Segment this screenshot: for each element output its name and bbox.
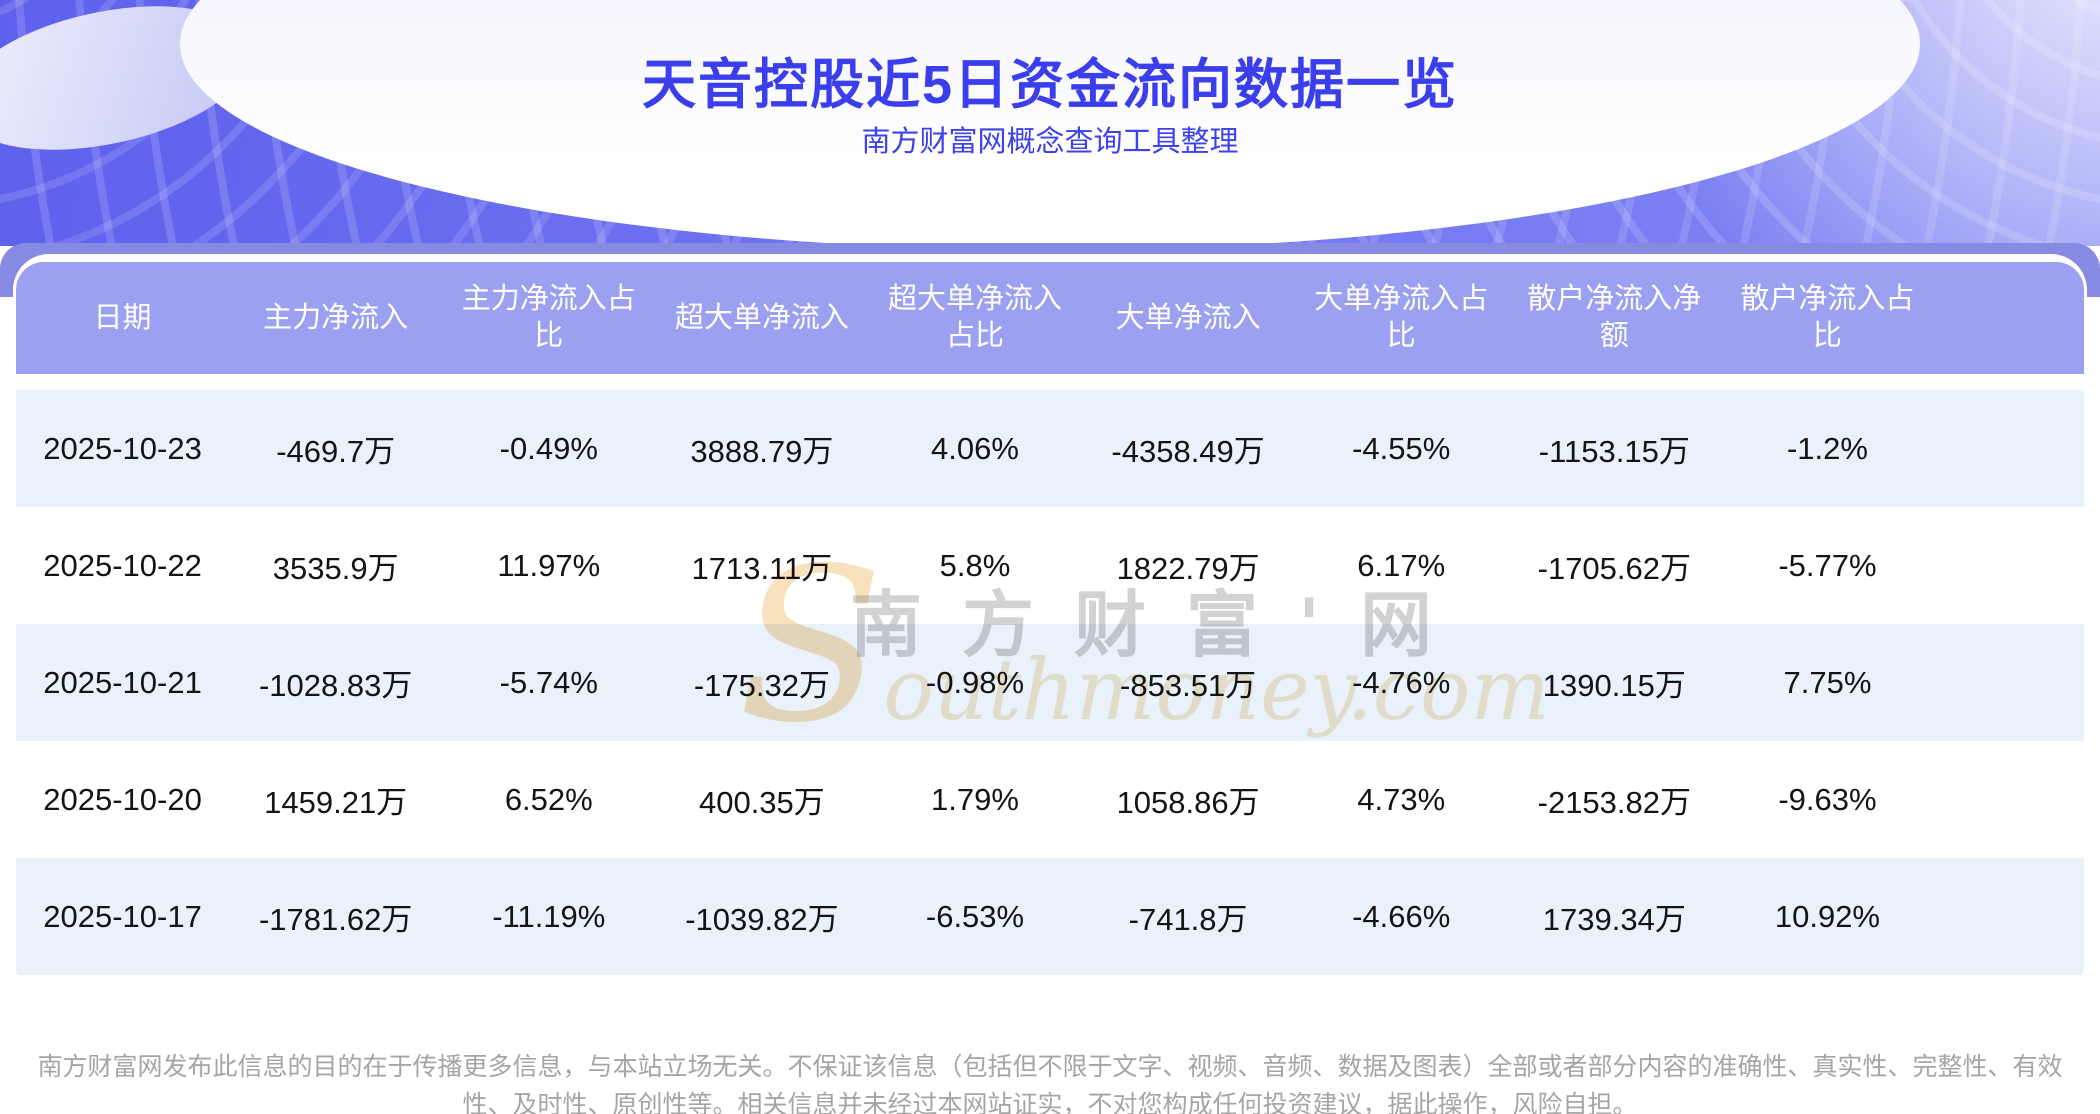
cell-large-net-inflow-ratio: 4.73% (1357, 781, 1446, 817)
page-title: 天音控股近5日资金流向数据一览 (641, 55, 1459, 115)
cell-large-net-inflow-ratio: 6.17% (1357, 547, 1446, 583)
cell-super-large-net-inflow-ratio: 4.06% (931, 430, 1019, 466)
cell-large-net-inflow: 1822.79万 (1116, 551, 1260, 586)
cell-main-net-inflow-ratio: 6.52% (504, 781, 593, 817)
cell-super-large-net-inflow: -175.32万 (693, 668, 830, 703)
cell-main-net-inflow-ratio: 11.97% (497, 547, 601, 583)
column-header-retail-net-inflow-ratio: 散户净流入占比 (1740, 283, 1915, 352)
column-header-main-net-inflow: 主力净流入 (263, 301, 409, 334)
cell-date: 2025-10-22 (43, 547, 202, 583)
cell-date: 2025-10-17 (43, 898, 202, 934)
table-header-row: 日期 主力净流入 主力净流入占比 超大单净流入 超大单净流入占比 大单净流入 大… (16, 262, 2084, 374)
cell-large-net-inflow: -853.51万 (1120, 668, 1257, 703)
cell-main-net-inflow-ratio: -0.49% (499, 430, 598, 466)
cell-main-net-inflow: 3535.9万 (272, 551, 399, 586)
table-row: 2025-10-17 -1781.62万 -11.19% -1039.82万 -… (16, 858, 2084, 975)
cell-large-net-inflow-ratio: -4.66% (1352, 898, 1451, 934)
cell-super-large-net-inflow-ratio: 5.8% (939, 547, 1011, 583)
cell-large-net-inflow: 1058.86万 (1116, 785, 1260, 820)
table-row: 2025-10-21 -1028.83万 -5.74% -175.32万 -0.… (16, 624, 2084, 741)
table-body: 2025-10-23 -469.7万 -0.49% 3888.79万 4.06%… (16, 390, 2084, 975)
column-header-main-net-inflow-ratio: 主力净流入占比 (461, 283, 636, 352)
banner: 天音控股近5日资金流向数据一览 南方财富网概念查询工具整理 (0, 0, 2100, 246)
cell-retail-net-inflow-ratio: -5.77% (1778, 547, 1877, 583)
cell-retail-net-inflow: -1153.15万 (1538, 434, 1690, 469)
cell-retail-net-inflow-ratio: -1.2% (1786, 430, 1868, 466)
disclaimer-text: 南方财富网发布此信息的目的在于传播更多信息，与本站立场无关。不保证该信息（包括但… (37, 1053, 2063, 1114)
cell-retail-net-inflow: -1705.62万 (1537, 551, 1692, 586)
cell-large-net-inflow-ratio: -4.76% (1352, 664, 1451, 700)
column-header-super-large-net-inflow-ratio: 超大单净流入占比 (887, 283, 1062, 352)
page-subtitle: 南方财富网概念查询工具整理 (861, 126, 1239, 158)
cell-retail-net-inflow: 1390.15万 (1542, 668, 1686, 703)
cell-main-net-inflow-ratio: -5.74% (499, 664, 598, 700)
column-header-date: 日期 (93, 301, 152, 334)
cell-retail-net-inflow-ratio: 7.75% (1783, 664, 1872, 700)
cell-super-large-net-inflow: -1039.82万 (685, 902, 839, 937)
cell-super-large-net-inflow: 1713.11万 (691, 551, 833, 586)
cell-super-large-net-inflow-ratio: 1.79% (931, 781, 1019, 817)
cell-date: 2025-10-20 (43, 781, 202, 817)
cell-main-net-inflow: -1781.62万 (258, 902, 413, 937)
cell-retail-net-inflow-ratio: -9.63% (1778, 781, 1877, 817)
cell-super-large-net-inflow: 400.35万 (698, 785, 825, 820)
cell-super-large-net-inflow-ratio: -0.98% (925, 664, 1025, 700)
cell-date: 2025-10-21 (43, 664, 202, 700)
cell-main-net-inflow: -1028.83万 (258, 668, 413, 703)
cell-main-net-inflow: 1459.21万 (264, 785, 408, 820)
cell-large-net-inflow-ratio: -4.55% (1352, 430, 1451, 466)
column-header-large-net-inflow-ratio: 大单净流入占比 (1314, 283, 1489, 352)
cell-main-net-inflow-ratio: -11.19% (492, 898, 606, 934)
cell-main-net-inflow: -469.7万 (276, 434, 396, 469)
cell-super-large-net-inflow: 3888.79万 (690, 434, 834, 469)
table-row: 2025-10-23 -469.7万 -0.49% 3888.79万 4.06%… (16, 390, 2084, 507)
cell-retail-net-inflow: 1739.34万 (1542, 902, 1686, 937)
column-header-super-large-net-inflow: 超大单净流入 (674, 301, 849, 334)
table-row: 2025-10-20 1459.21万 6.52% 400.35万 1.79% … (16, 741, 2084, 858)
column-header-retail-net-inflow: 散户净流入净额 (1527, 283, 1702, 352)
table-row: 2025-10-22 3535.9万 11.97% 1713.11万 5.8% … (16, 507, 2084, 624)
cell-large-net-inflow: -741.8万 (1128, 902, 1248, 937)
cell-retail-net-inflow: -2153.82万 (1537, 785, 1692, 820)
table-card: 日期 主力净流入 主力净流入占比 超大单净流入 超大单净流入占比 大单净流入 大… (13, 254, 2087, 992)
cell-retail-net-inflow-ratio: 10.92% (1774, 898, 1880, 934)
cell-date: 2025-10-23 (43, 430, 202, 466)
cell-large-net-inflow: -4358.49万 (1111, 434, 1265, 469)
cell-super-large-net-inflow-ratio: -6.53% (925, 898, 1025, 934)
column-header-large-net-inflow: 大单净流入 (1115, 301, 1261, 334)
